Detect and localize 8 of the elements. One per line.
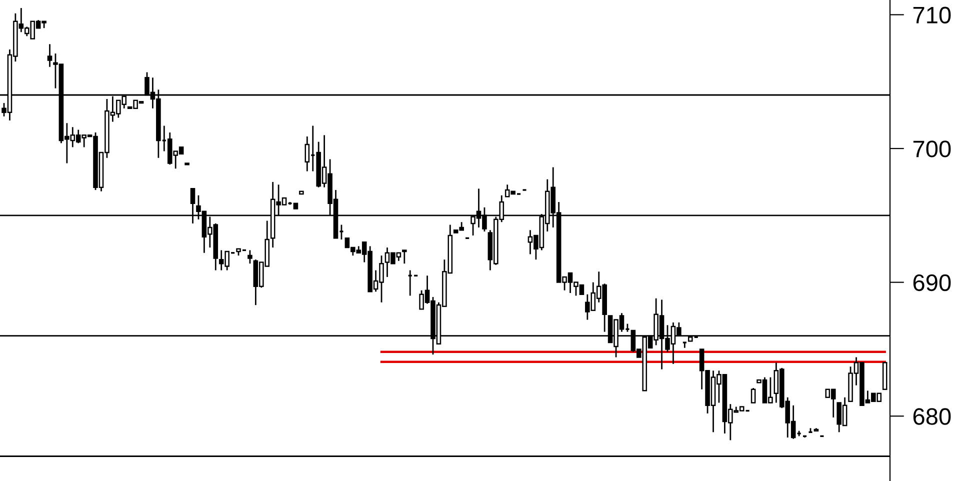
- candlestick: [47, 43, 52, 68]
- candlestick: [750, 387, 756, 404]
- y-tick-label: 690: [913, 274, 951, 292]
- y-tick-label: 700: [913, 140, 951, 158]
- y-tick-label: 710: [913, 6, 951, 24]
- candlestick: [248, 250, 252, 264]
- candlestick: [402, 250, 407, 264]
- y-tick-label: 680: [913, 408, 951, 425]
